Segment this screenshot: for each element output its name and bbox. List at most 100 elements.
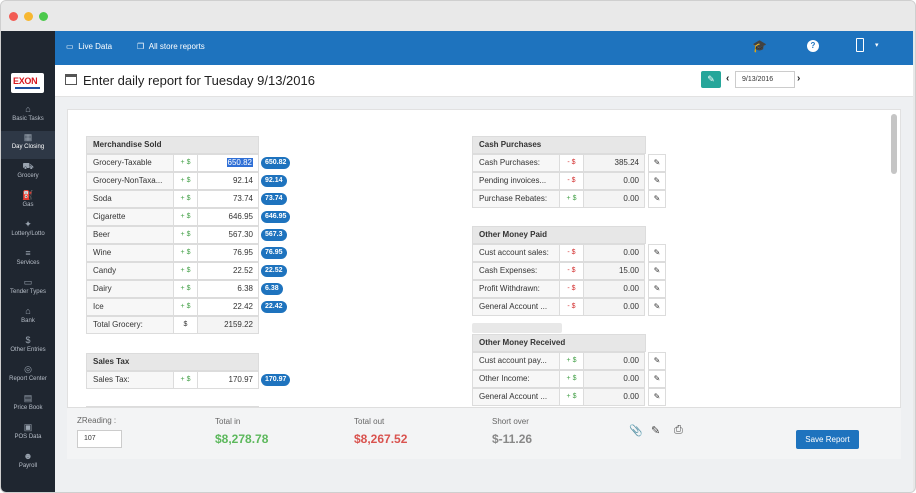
all-store-reports-link[interactable]: ❐ All store reports	[137, 42, 205, 51]
top-navbar: ▭ Live Data ❐ All store reports 🎓 ? ▾	[55, 31, 913, 65]
row-label: Cust account pay...	[472, 352, 560, 370]
save-report-button[interactable]: Save Report	[796, 430, 859, 449]
amount-input[interactable]: 650.82	[197, 154, 259, 172]
edit-icon[interactable]: ✎	[648, 154, 666, 172]
row-sign: + $	[559, 190, 584, 208]
edit-icon[interactable]: ✎	[648, 244, 666, 262]
edit-icon[interactable]: ✎	[648, 190, 666, 208]
edit-icon[interactable]: ✎	[648, 352, 666, 370]
sales-tax-header: Sales Tax	[86, 353, 259, 371]
row-label: Grocery-Taxable	[86, 154, 174, 172]
copy-icon: ❐	[137, 42, 145, 51]
maximize-window-button[interactable]	[39, 12, 48, 21]
sidebar-item-services[interactable]: ≡ Services	[1, 247, 55, 275]
sidebar-item-tender-types[interactable]: ▭ Tender Types	[1, 276, 55, 304]
sidebar-item-bank[interactable]: ⌂ Bank	[1, 305, 55, 333]
row-label: Beer	[86, 226, 174, 244]
date-input[interactable]: 9/13/2016	[735, 71, 795, 88]
sidebar-item-payroll[interactable]: ☻ Payroll	[1, 450, 55, 478]
row-sign: + $	[173, 190, 198, 208]
sidebar-item-label: POS Data	[14, 434, 42, 440]
sidebar-item-label: Gas	[22, 202, 34, 208]
gas-pump-icon: ⛽	[22, 190, 34, 200]
brand-logo[interactable]: EXON	[11, 73, 44, 93]
row-sign: + $	[559, 352, 584, 370]
amount-badge: 73.74	[261, 193, 287, 205]
row-label: Other Income:	[472, 370, 560, 388]
edit-icon[interactable]: ✎	[648, 298, 666, 316]
help-icon[interactable]: ?	[807, 40, 819, 52]
sidebar-item-lottery[interactable]: ✦ Lottery/Lotto	[1, 218, 55, 246]
amount-input[interactable]: 73.74	[197, 190, 259, 208]
amount-input[interactable]: 76.95	[197, 244, 259, 262]
zreading-input[interactable]: 107	[77, 430, 122, 448]
chevron-down-icon[interactable]: ▾	[875, 42, 879, 49]
amount-badge: 567.3	[261, 229, 287, 241]
amount-value: 0.00	[583, 352, 645, 370]
amount-input[interactable]: 6.38	[197, 280, 259, 298]
live-data-link[interactable]: ▭ Live Data	[66, 42, 112, 51]
row-label: Profit Withdrawn:	[472, 280, 560, 298]
row-label: Dairy	[86, 280, 174, 298]
row-label: Candy	[86, 262, 174, 280]
logo-text: EXON	[13, 76, 38, 86]
sidebar-item-report-center[interactable]: ◎ Report Center	[1, 363, 55, 391]
row-sign: - $	[559, 280, 584, 298]
amount-badge: 6.38	[261, 283, 283, 295]
next-date-button[interactable]: ›	[797, 73, 801, 84]
edit-icon[interactable]: ✎	[648, 262, 666, 280]
amount-badge: 646.95	[261, 211, 291, 223]
print-icon[interactable]: ⎙	[674, 424, 683, 436]
amount-input[interactable]: 92.14	[197, 172, 259, 190]
amount-input[interactable]: 22.42	[197, 298, 259, 316]
paperclip-icon[interactable]: 📎	[629, 425, 643, 437]
sales-tax-badge: 170.97	[261, 374, 291, 386]
row-sign: - $	[559, 172, 584, 190]
row-sign: + $	[173, 244, 198, 262]
sales-tax-input[interactable]: 170.97	[197, 371, 259, 389]
short-over-label: Short over	[492, 417, 529, 426]
previous-date-button[interactable]: ‹	[726, 73, 730, 84]
report-footer: ZReading : 107 Total in $8,278.78 Total …	[67, 407, 901, 459]
edit-icon[interactable]: ✎	[648, 388, 666, 406]
sidebar-item-basic-tasks[interactable]: ⌂ Basic Tasks	[1, 103, 55, 131]
sidebar-item-other-entries[interactable]: $ Other Entries	[1, 334, 55, 362]
mobile-device-icon[interactable]	[856, 38, 864, 52]
close-window-button[interactable]	[9, 12, 18, 21]
report-form-panel: Merchandise Sold Grocery-Taxable + $ 650…	[67, 109, 901, 449]
edit-icon[interactable]: ✎	[648, 172, 666, 190]
short-over-value: $-11.26	[492, 432, 533, 446]
drag-ghost	[472, 323, 562, 333]
sidebar-item-pos-data[interactable]: ▣ POS Data	[1, 421, 55, 449]
report-icon: ◎	[24, 364, 32, 374]
merchandise-sold-header: Merchandise Sold	[86, 136, 259, 154]
sidebar-item-gas[interactable]: ⛽ Gas	[1, 189, 55, 217]
vertical-scrollbar[interactable]	[891, 114, 897, 174]
dollar-icon: $	[25, 335, 31, 345]
row-label: General Account ...	[472, 298, 560, 316]
row-sign: + $	[173, 208, 198, 226]
amount-value: 385.24	[583, 154, 645, 172]
edit-note-icon[interactable]: ✎	[651, 425, 661, 437]
amount-badge: 92.14	[261, 175, 287, 187]
sidebar-item-label: Payroll	[18, 463, 38, 469]
amount-input[interactable]: 22.52	[197, 262, 259, 280]
edit-icon[interactable]: ✎	[648, 280, 666, 298]
total-grocery-label: Total Grocery:	[86, 316, 174, 334]
minimize-window-button[interactable]	[24, 12, 33, 21]
total-grocery-value: 2159.22	[197, 316, 259, 334]
calendar-icon: ▦	[23, 132, 33, 142]
sidebar-item-price-book[interactable]: ▤ Price Book	[1, 392, 55, 420]
ticket-icon: ✦	[24, 219, 32, 229]
sidebar-item-grocery[interactable]: ⛟ Grocery	[1, 160, 55, 188]
graduation-cap-icon[interactable]: 🎓	[752, 39, 767, 53]
amount-input[interactable]: 567.30	[197, 226, 259, 244]
sidebar-item-day-closing[interactable]: ▦ Day Closing	[1, 131, 55, 159]
amount-value: 0.00	[583, 244, 645, 262]
home-icon: ⌂	[25, 104, 31, 114]
amount-input[interactable]: 646.95	[197, 208, 259, 226]
settings-wrench-button[interactable]: ✎	[701, 71, 721, 88]
edit-icon[interactable]: ✎	[648, 370, 666, 388]
row-label: Wine	[86, 244, 174, 262]
